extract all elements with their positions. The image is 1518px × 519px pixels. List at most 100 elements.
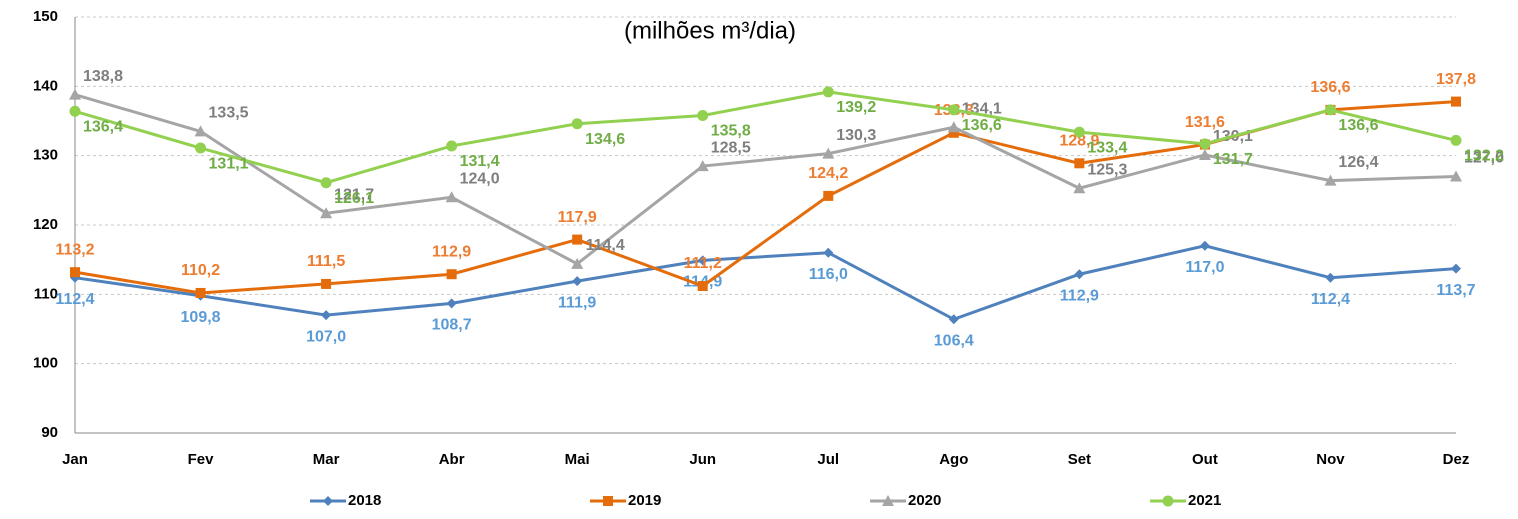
marker: [947, 121, 960, 133]
line: [74, 244, 1457, 321]
marker: [697, 281, 708, 292]
marker: [697, 255, 708, 266]
x-tick-label: Fev: [188, 451, 215, 468]
data-label: 136,6: [1310, 79, 1350, 96]
data-label: 111,2: [684, 255, 722, 272]
data-label: 128,5: [711, 139, 751, 156]
marker: [1199, 240, 1210, 251]
y-tick-label: 150: [33, 8, 58, 25]
data-label: 135,8: [711, 123, 751, 140]
x-tick-label: Set: [1068, 451, 1091, 468]
marker: [1325, 272, 1336, 283]
data-label: 125,3: [1087, 161, 1127, 178]
marker: [1450, 134, 1462, 146]
y-tick-label: 90: [41, 424, 58, 441]
data-label: 124,0: [460, 170, 500, 187]
marker: [194, 125, 207, 137]
marker: [1162, 495, 1174, 507]
data-label: 106,4: [934, 333, 974, 350]
marker: [572, 234, 583, 245]
marker: [446, 269, 457, 280]
line: [74, 90, 1457, 185]
marker: [1324, 104, 1336, 116]
x-tick-label: Out: [1192, 451, 1218, 468]
chart-subtitle: (milhões m³/dia): [624, 17, 796, 44]
marker: [69, 88, 81, 100]
marker: [948, 104, 960, 116]
data-label: 136,6: [1338, 117, 1378, 134]
data-label: 138,8: [83, 68, 123, 85]
data-label: 133,4: [1087, 139, 1127, 156]
data-label: 112,4: [1311, 291, 1350, 308]
marker: [1074, 269, 1085, 280]
y-tick-label: 130: [33, 147, 58, 164]
marker: [571, 118, 583, 130]
marker: [1450, 170, 1462, 182]
marker: [321, 278, 332, 289]
data-label: 132,2: [1464, 148, 1504, 165]
marker: [69, 105, 81, 117]
marker: [1451, 263, 1461, 274]
marker: [696, 160, 709, 172]
data-label: 116,0: [809, 266, 848, 283]
data-label: 134,6: [585, 131, 625, 148]
marker: [823, 247, 834, 258]
marker: [572, 276, 583, 287]
data-label: 131,1: [209, 155, 249, 172]
data-label: 113,2: [55, 241, 94, 258]
data-label: 117,0: [1185, 259, 1224, 276]
data-label: 128,9: [1059, 133, 1099, 150]
marker: [320, 177, 332, 189]
data-label: 117,9: [558, 209, 597, 226]
marker: [948, 127, 959, 138]
marker: [882, 495, 894, 506]
legend-label: 2020: [908, 492, 941, 509]
legend-label: 2021: [1188, 492, 1221, 509]
data-label: 131,7: [1213, 151, 1253, 168]
data-label: 136,6: [962, 117, 1002, 134]
y-tick-label: 120: [33, 216, 58, 233]
data-label: 139,2: [836, 99, 876, 116]
marker: [603, 496, 613, 506]
marker: [948, 314, 959, 325]
data-label: 114,4: [586, 237, 625, 254]
x-tick-label: Abr: [439, 451, 465, 468]
marker: [1198, 148, 1211, 160]
y-tick-label: 100: [33, 355, 58, 372]
marker: [1324, 174, 1337, 186]
data-label: 127,0: [1464, 150, 1504, 167]
x-tick-label: Mar: [313, 451, 340, 468]
data-label: 107,0: [306, 328, 346, 345]
data-label: 126,1: [334, 190, 374, 207]
marker: [1073, 126, 1085, 138]
marker: [1199, 138, 1211, 150]
marker: [571, 257, 584, 269]
x-tick-label: Jan: [62, 451, 88, 468]
marker: [1073, 182, 1086, 194]
data-label: 131,6: [1185, 114, 1225, 131]
marker: [822, 147, 835, 159]
marker: [323, 496, 333, 506]
data-label: 112,9: [1060, 287, 1099, 304]
data-label: 112,9: [432, 243, 471, 260]
data-label: 133,5: [209, 105, 249, 122]
marker: [70, 267, 80, 278]
data-label: 126,4: [1338, 154, 1378, 171]
y-tick-label: 110: [34, 285, 58, 302]
marker: [697, 109, 709, 121]
y-tick-label: 140: [33, 77, 58, 94]
legend-label: 2018: [348, 492, 381, 509]
marker: [1451, 96, 1461, 107]
marker: [446, 298, 457, 309]
x-tick-label: Mai: [565, 451, 590, 468]
data-label: 111,5: [307, 253, 345, 270]
data-label: 124,2: [808, 165, 848, 182]
marker: [321, 310, 332, 321]
data-label: 137,8: [1436, 71, 1476, 88]
data-label: 109,8: [181, 309, 221, 326]
data-label: 113,7: [1436, 282, 1475, 299]
data-label: 131,4: [460, 153, 500, 170]
data-label: 130,3: [836, 127, 876, 144]
x-tick-label: Jul: [817, 451, 839, 468]
marker: [823, 190, 834, 201]
